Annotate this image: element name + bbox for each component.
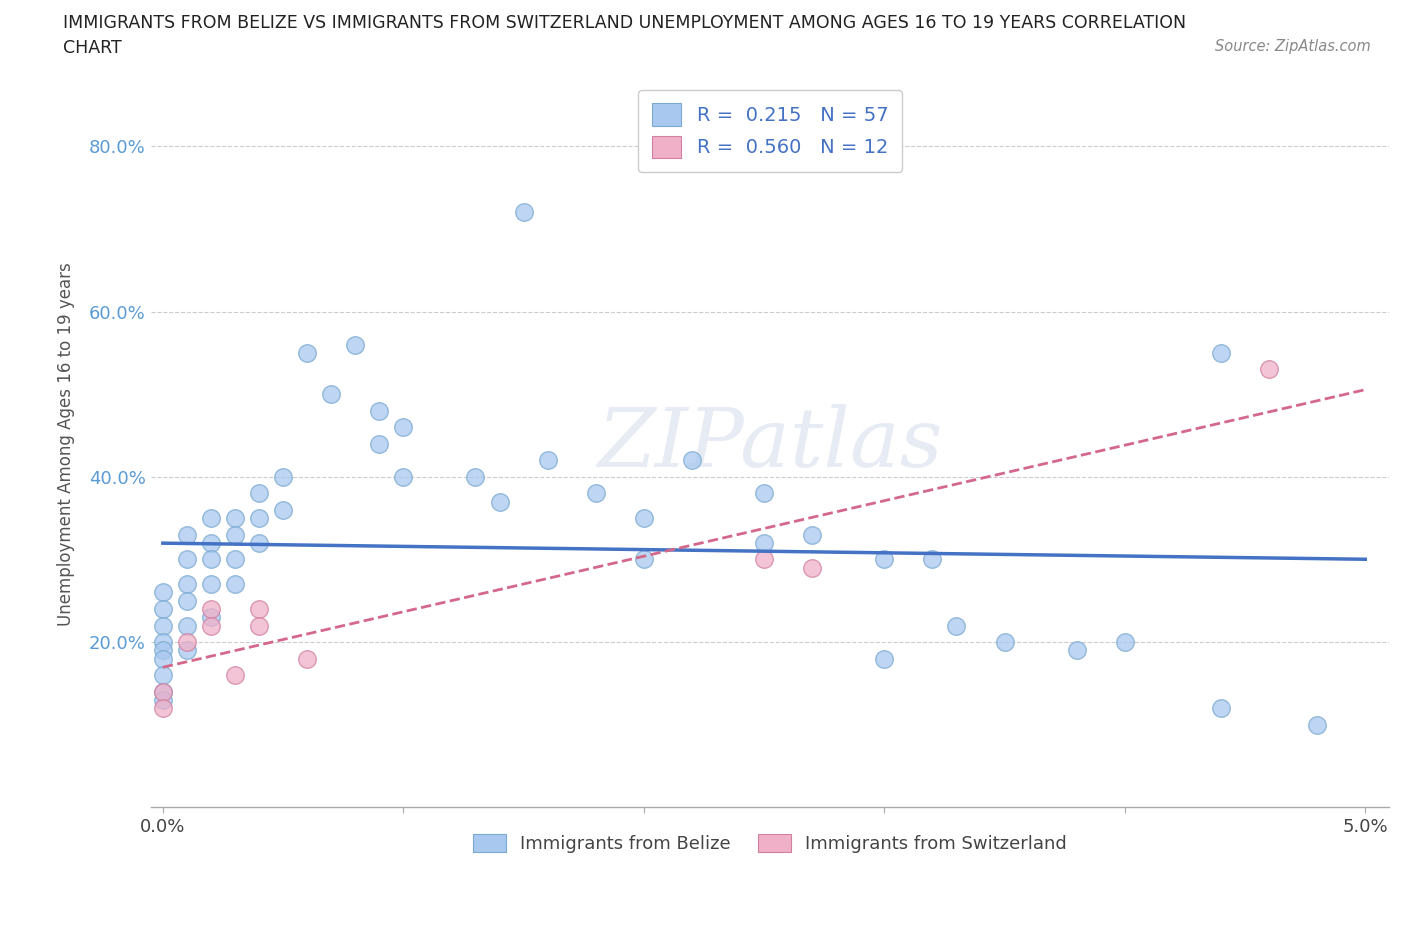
Text: Source: ZipAtlas.com: Source: ZipAtlas.com [1215,39,1371,54]
Point [1209,345,1232,360]
Point [152,618,174,633]
Point [176,593,198,608]
Point [247,511,270,525]
Point [873,552,896,567]
Point [464,470,486,485]
Point [200,536,222,551]
Point [152,700,174,715]
Point [200,618,222,633]
Point [176,643,198,658]
Point [368,404,391,418]
Point [200,511,222,525]
Point [152,684,174,699]
Point [271,502,294,517]
Point [945,618,967,633]
Point [1306,717,1329,732]
Point [633,552,655,567]
Point [247,618,270,633]
Point [247,602,270,617]
Point [224,511,246,525]
Point [993,634,1015,649]
Point [176,577,198,591]
Point [536,453,558,468]
Text: ZIPatlas: ZIPatlas [598,404,943,484]
Text: IMMIGRANTS FROM BELIZE VS IMMIGRANTS FROM SWITZERLAND UNEMPLOYMENT AMONG AGES 16: IMMIGRANTS FROM BELIZE VS IMMIGRANTS FRO… [63,14,1187,32]
Point [801,560,824,575]
Point [488,494,510,509]
Point [224,552,246,567]
Point [152,585,174,600]
Point [200,610,222,625]
Point [200,552,222,567]
Point [752,536,775,551]
Point [200,577,222,591]
Point [1258,362,1281,377]
Legend: Immigrants from Belize, Immigrants from Switzerland: Immigrants from Belize, Immigrants from … [467,827,1074,860]
Point [176,527,198,542]
Point [512,205,534,219]
Point [176,618,198,633]
Point [344,337,367,352]
Point [152,668,174,683]
Point [200,602,222,617]
Point [585,485,607,500]
Point [224,577,246,591]
Point [368,436,391,451]
Point [873,651,896,666]
Point [152,693,174,708]
Point [224,527,246,542]
Point [152,602,174,617]
Point [176,634,198,649]
Point [152,634,174,649]
Point [295,651,318,666]
Point [752,552,775,567]
Point [295,345,318,360]
Point [271,470,294,485]
Point [224,668,246,683]
Point [801,527,824,542]
Point [1066,643,1088,658]
Point [681,453,703,468]
Point [921,552,943,567]
Point [152,643,174,658]
Y-axis label: Unemployment Among Ages 16 to 19 years: Unemployment Among Ages 16 to 19 years [58,262,75,626]
Point [392,419,415,434]
Point [247,536,270,551]
Point [321,387,343,402]
Text: CHART: CHART [63,39,122,57]
Point [392,470,415,485]
Point [633,511,655,525]
Point [152,684,174,699]
Point [1114,634,1136,649]
Point [176,552,198,567]
Point [247,485,270,500]
Point [152,651,174,666]
Point [752,485,775,500]
Point [1209,700,1232,715]
